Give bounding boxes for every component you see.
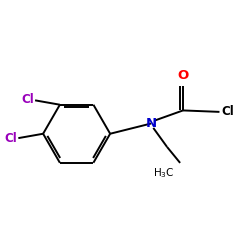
Text: N: N (146, 117, 156, 130)
Text: Cl: Cl (4, 132, 17, 145)
Text: Cl: Cl (21, 93, 34, 106)
Text: H$_3$C: H$_3$C (153, 166, 175, 179)
Text: Cl: Cl (221, 106, 234, 118)
Text: O: O (178, 69, 189, 82)
